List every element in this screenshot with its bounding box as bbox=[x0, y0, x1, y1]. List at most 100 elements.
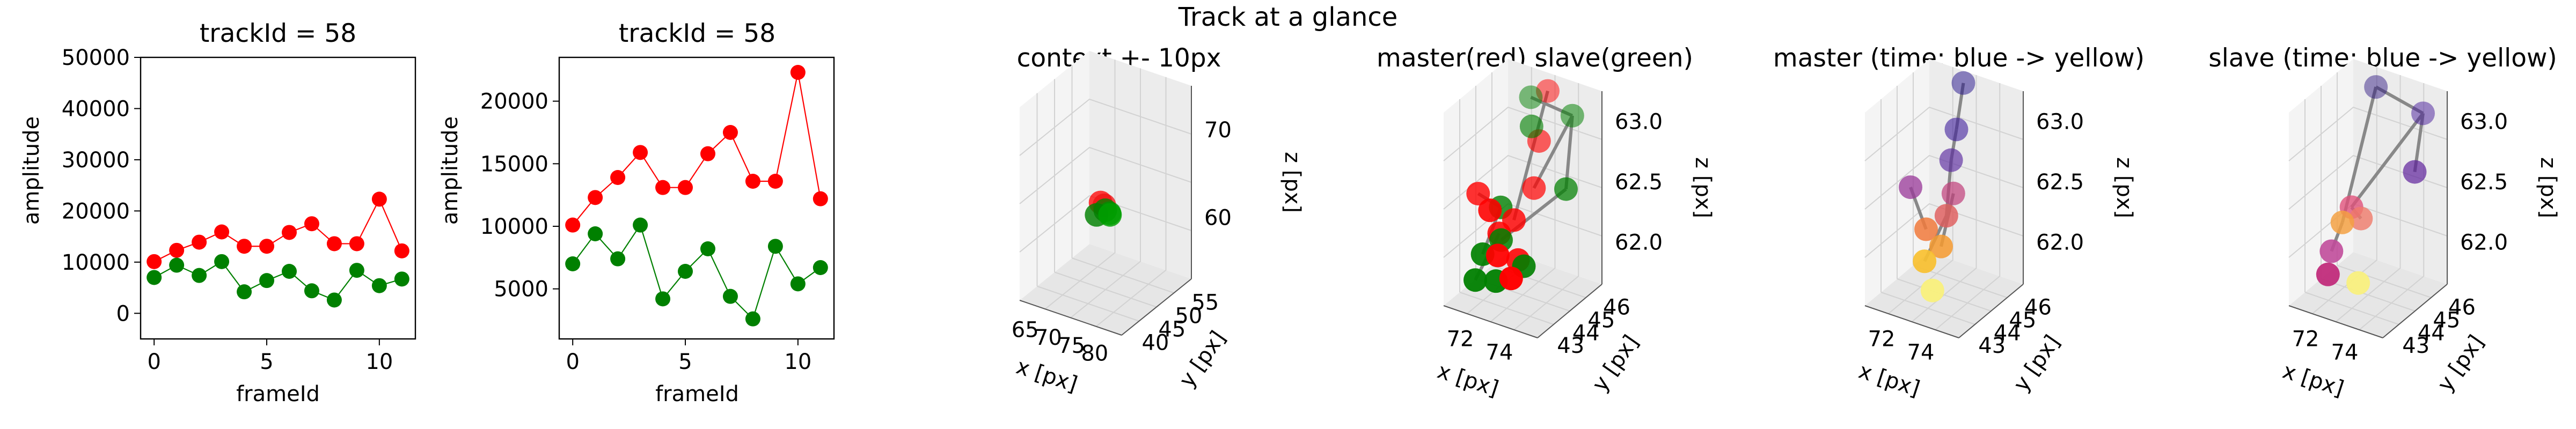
y-tick-label: 44 bbox=[1572, 321, 1600, 345]
axis-edge bbox=[1864, 305, 1959, 338]
series-1-point bbox=[655, 180, 671, 195]
series-1-point bbox=[633, 145, 648, 160]
track-point bbox=[1939, 148, 1963, 172]
y-tick-label: 45 bbox=[1158, 317, 1185, 342]
x-axis-label: x [px] bbox=[2280, 359, 2347, 402]
series-1-point bbox=[349, 236, 364, 252]
y-tick-label: 45 bbox=[2433, 308, 2460, 332]
y-tick-label: 45 bbox=[1587, 308, 1615, 332]
grid-line bbox=[1864, 203, 2024, 258]
series-1-point bbox=[394, 243, 409, 258]
x-tick-label: 72 bbox=[1868, 327, 1896, 352]
chart-1-ylabel: amplitude bbox=[19, 116, 44, 225]
axis-edge bbox=[1019, 300, 1122, 336]
chart-2-title: trackId = 58 bbox=[619, 19, 775, 48]
series-1-point bbox=[745, 174, 760, 189]
chart-2-ylabel: amplitude bbox=[438, 116, 463, 225]
y-tick-label: 40 bbox=[1141, 331, 1169, 356]
grid-line bbox=[1513, 83, 1579, 330]
series-2-point bbox=[610, 251, 626, 267]
series-2-point bbox=[237, 284, 252, 300]
grid-line bbox=[1019, 146, 1192, 204]
series-2-point bbox=[304, 283, 319, 299]
axis-edge bbox=[2382, 284, 2448, 338]
series-2-point bbox=[192, 268, 207, 283]
y-tick-label: 20000 bbox=[480, 90, 548, 114]
series-1-point bbox=[767, 174, 783, 189]
series-1-point bbox=[790, 65, 806, 80]
series-2-point bbox=[326, 292, 342, 308]
series-2-point bbox=[394, 271, 409, 287]
y-tick-label: 0 bbox=[116, 301, 130, 326]
z-tick-label: 62.0 bbox=[2036, 230, 2084, 255]
series-2-point bbox=[565, 256, 581, 271]
grid-line bbox=[1072, 257, 1174, 294]
grid-line bbox=[1864, 106, 2024, 161]
grid-line bbox=[1490, 75, 1556, 322]
y-tick-label: 55 bbox=[1191, 291, 1219, 315]
x-tick-label: 70 bbox=[1035, 326, 1062, 350]
y-tick-label: 40000 bbox=[62, 97, 130, 121]
chart-1-title: trackId = 58 bbox=[200, 19, 356, 48]
x-tick-label: 0 bbox=[566, 350, 579, 374]
track-point bbox=[2403, 160, 2427, 184]
slave-point bbox=[1554, 177, 1578, 201]
x-tick-label: 5 bbox=[260, 350, 273, 374]
master-slave-title: master(red) slave(green) bbox=[1377, 43, 1693, 73]
series-1-point bbox=[565, 217, 581, 233]
grid-line bbox=[2337, 265, 2432, 298]
axis-edge bbox=[2288, 305, 2383, 338]
series-1-point bbox=[237, 239, 252, 254]
y-tick-label: 46 bbox=[2448, 295, 2476, 320]
y-tick-label: 15000 bbox=[480, 152, 548, 176]
z-axis-label: z [px] bbox=[2112, 157, 2136, 218]
series-1-point bbox=[371, 191, 387, 207]
grid-line bbox=[1443, 154, 1602, 210]
series-1-point bbox=[169, 242, 185, 258]
z-tick-label: 62.0 bbox=[2460, 230, 2508, 255]
track-point bbox=[2330, 210, 2354, 234]
grid-line bbox=[2288, 106, 2448, 161]
z-tick-label: 62.0 bbox=[1615, 230, 1663, 255]
series-2-point bbox=[790, 276, 806, 292]
x-tick-label: 74 bbox=[1486, 341, 1513, 365]
slave-point bbox=[1519, 85, 1543, 109]
y-tick-label: 50 bbox=[1175, 304, 1202, 329]
x-tick-label: 80 bbox=[1081, 342, 1108, 366]
track-point bbox=[1941, 181, 1965, 205]
series-1-point bbox=[192, 234, 207, 250]
grid-line bbox=[1054, 271, 1157, 308]
x-tick-label: 5 bbox=[678, 350, 692, 374]
series-2-point bbox=[813, 260, 828, 275]
grid-line bbox=[2359, 83, 2425, 330]
x-tick-label: 72 bbox=[2292, 327, 2319, 352]
y-tick-label: 30000 bbox=[62, 148, 130, 173]
grid-line bbox=[1911, 75, 1977, 322]
series-1-point bbox=[259, 239, 275, 254]
track-point bbox=[2364, 75, 2388, 99]
grid-line bbox=[1019, 98, 1192, 156]
z-axis-label: z [px] bbox=[1690, 157, 1715, 218]
grid-line bbox=[2335, 75, 2401, 322]
grid-line bbox=[1935, 83, 2001, 330]
track-point bbox=[1944, 117, 1968, 142]
y-tick-label: 50000 bbox=[62, 46, 130, 70]
x-tick-label: 0 bbox=[147, 350, 160, 374]
track-point bbox=[1913, 249, 1937, 273]
axis-edge bbox=[1537, 284, 1602, 338]
axis-edge bbox=[1958, 284, 2024, 338]
slave-point bbox=[1519, 114, 1543, 138]
grid-line bbox=[1070, 68, 1141, 319]
amplitude-chart-2: trackId = 58 frameId amplitude 5000 10000… bbox=[438, 19, 835, 406]
x-axis-label: x [px] bbox=[1013, 354, 1080, 397]
series-1-point bbox=[281, 225, 297, 240]
track-point bbox=[1920, 278, 1944, 302]
x-tick-label: 65 bbox=[1012, 317, 1039, 342]
grid-line bbox=[1864, 154, 2024, 210]
master-point bbox=[1499, 267, 1523, 291]
series-2-point bbox=[147, 270, 162, 285]
track-point bbox=[2319, 239, 2344, 263]
series-1-point bbox=[722, 125, 738, 140]
